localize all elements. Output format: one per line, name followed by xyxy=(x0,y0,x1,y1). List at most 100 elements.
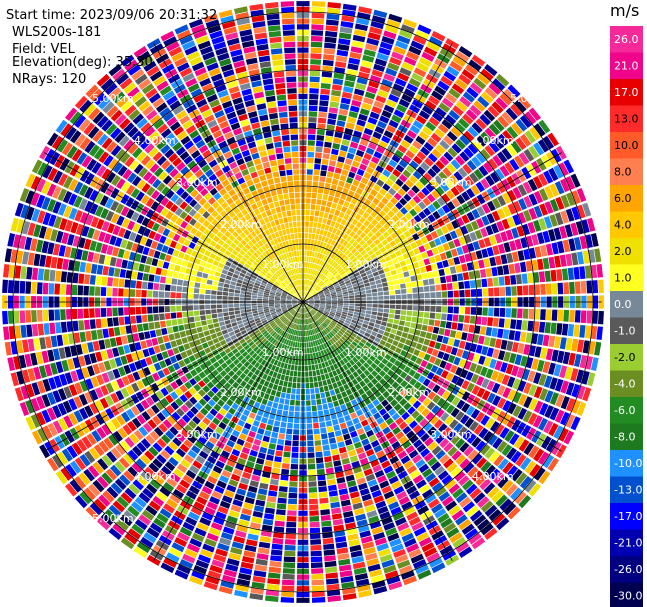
range-gate xyxy=(359,329,366,335)
range-gate xyxy=(468,324,475,333)
range-gate xyxy=(373,151,383,159)
range-gate xyxy=(399,197,408,206)
range-gate xyxy=(305,221,309,227)
range-gate xyxy=(342,233,349,240)
range-gate xyxy=(293,429,300,435)
range-gate xyxy=(471,122,483,134)
range-gate xyxy=(363,362,370,369)
range-gate xyxy=(336,250,342,256)
range-gate xyxy=(501,479,514,493)
range-gate xyxy=(516,225,525,237)
range-gate xyxy=(398,174,408,183)
range-gate xyxy=(349,324,355,330)
range-gate xyxy=(437,512,450,524)
range-gate xyxy=(455,264,462,273)
range-gate xyxy=(318,111,328,118)
range-gate xyxy=(379,370,386,378)
range-gate xyxy=(327,258,332,264)
range-gate xyxy=(19,310,26,324)
range-gate xyxy=(425,183,435,193)
range-gate xyxy=(540,244,548,257)
range-gate xyxy=(319,317,325,322)
range-gate xyxy=(470,408,481,420)
range-gate xyxy=(592,280,599,294)
range-gate xyxy=(437,470,449,481)
range-gate xyxy=(306,306,310,311)
range-gate xyxy=(341,391,348,398)
range-gate xyxy=(527,370,536,383)
range-gate xyxy=(251,305,257,309)
range-gate xyxy=(428,240,437,249)
range-gate xyxy=(345,319,351,324)
range-gate xyxy=(349,455,359,463)
range-gate xyxy=(373,184,381,192)
range-gate xyxy=(518,393,528,406)
range-gate xyxy=(482,307,488,316)
range-gate xyxy=(331,302,338,305)
range-gate xyxy=(312,370,317,377)
range-gate xyxy=(331,261,337,267)
range-gate xyxy=(318,253,323,260)
range-gate xyxy=(84,274,91,285)
range-gate xyxy=(406,310,413,316)
range-gate xyxy=(379,84,391,93)
range-gate xyxy=(563,282,570,295)
range-gate xyxy=(269,484,278,492)
range-gate xyxy=(123,307,130,316)
range-gate xyxy=(340,97,351,105)
range-gate xyxy=(486,247,494,257)
range-gate xyxy=(326,13,340,21)
range-gate xyxy=(403,134,414,144)
range-gate xyxy=(359,365,367,372)
range-gate xyxy=(374,261,381,267)
range-gate xyxy=(284,550,296,557)
range-gate xyxy=(517,212,527,224)
range-gate xyxy=(391,412,401,421)
range-gate xyxy=(315,146,323,153)
range-gate xyxy=(361,158,370,166)
range-gate xyxy=(351,99,362,108)
range-gate xyxy=(314,334,319,340)
range-gate xyxy=(450,466,462,478)
range-gate xyxy=(472,139,483,151)
range-gate xyxy=(410,256,418,263)
range-gate xyxy=(327,317,333,322)
range-gate xyxy=(85,262,92,274)
range-gate xyxy=(425,493,437,504)
range-gate xyxy=(409,175,418,184)
range-gate xyxy=(347,116,357,124)
range-gate xyxy=(371,267,378,273)
range-gate xyxy=(198,332,205,339)
range-gate xyxy=(292,435,299,441)
range-gate xyxy=(2,279,8,293)
range-gate xyxy=(430,461,442,472)
range-gate xyxy=(281,386,287,393)
range-gate xyxy=(483,237,492,247)
range-gate xyxy=(590,264,598,278)
range-gate xyxy=(307,239,311,245)
range-gate xyxy=(359,372,367,380)
range-gate xyxy=(416,531,429,542)
range-gate xyxy=(565,176,576,190)
range-gate xyxy=(319,325,324,331)
range-gate xyxy=(336,161,344,169)
range-gate xyxy=(320,300,326,302)
range-gate xyxy=(253,505,265,513)
range-gate xyxy=(449,364,458,374)
range-gate xyxy=(351,378,359,386)
range-gate xyxy=(308,312,311,318)
range-gate xyxy=(318,106,328,113)
range-gate xyxy=(314,299,320,301)
range-gate xyxy=(305,313,307,319)
ray-23 xyxy=(303,188,587,302)
range-gate xyxy=(399,337,407,344)
range-gate xyxy=(499,165,510,177)
range-gate xyxy=(313,334,317,341)
range-gate xyxy=(313,175,319,182)
range-gate xyxy=(320,514,331,521)
range-gate xyxy=(211,285,218,291)
range-gate xyxy=(416,443,427,453)
range-gate xyxy=(468,271,475,280)
range-gate xyxy=(102,328,109,339)
range-gate xyxy=(580,280,587,294)
